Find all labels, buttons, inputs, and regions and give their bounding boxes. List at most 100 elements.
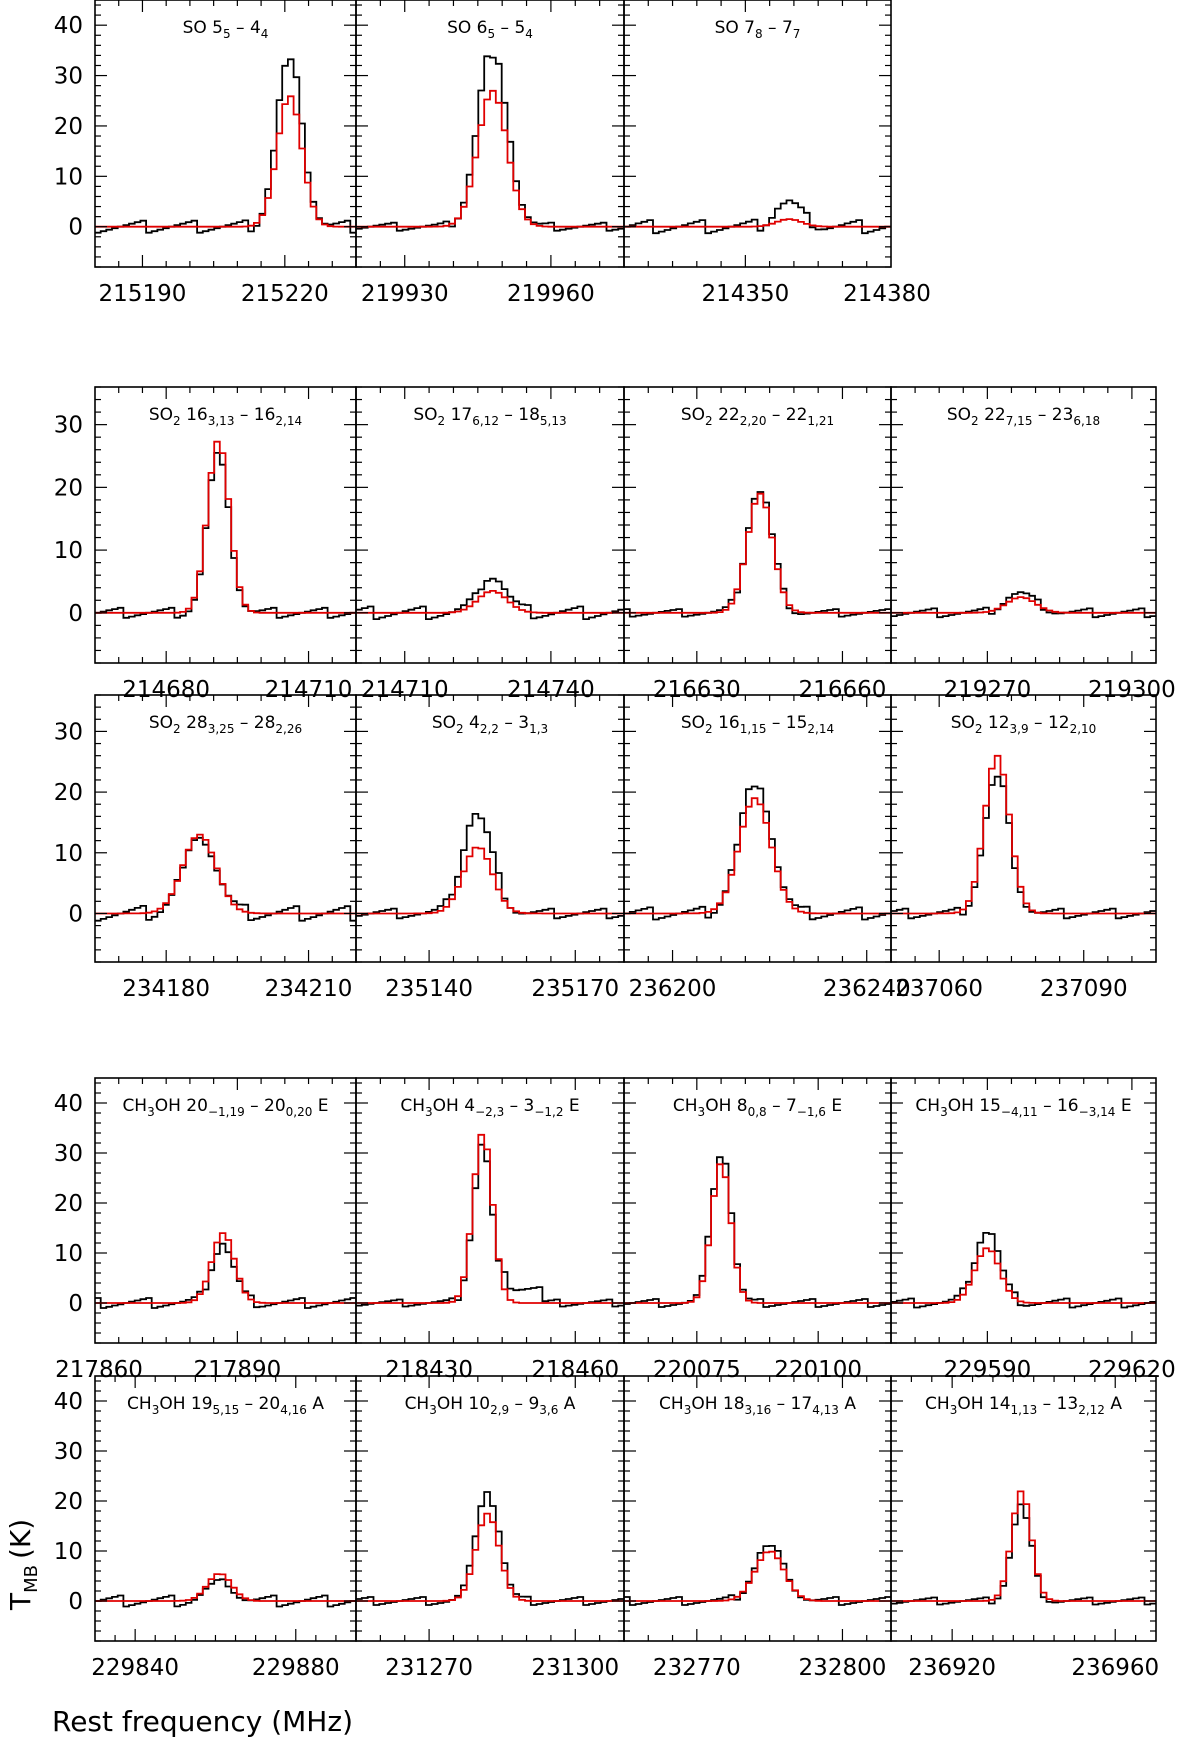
spectrum-panel: 236920 236960 CH3OH 141,13 – 132,12 A <box>890 1375 1159 1681</box>
y-axis-title: TMB(K) <box>4 1519 42 1611</box>
model-spectrum-line <box>95 95 356 228</box>
transition-label: CH3OH 80,8 – 7−1,6 E <box>673 1096 842 1119</box>
model-spectrum-line <box>624 492 891 614</box>
x-tick-label: 234180 <box>122 976 210 1002</box>
panel-frame <box>890 1077 1157 1344</box>
model-spectrum-line <box>891 596 1156 614</box>
y-tick-label: 30 <box>54 1439 83 1465</box>
x-tick-label: 231270 <box>385 1655 473 1681</box>
observed-spectrum-line <box>95 1242 356 1309</box>
x-tick-label: 231300 <box>531 1655 619 1681</box>
spectrum-panel: 234180 234210 0 10 20 30 SO2 283,25 – 282,26 <box>54 694 357 1002</box>
model-spectrum-line <box>356 590 624 614</box>
model-spectrum-line <box>95 1232 356 1304</box>
transition-label: SO2 227,15 – 236,18 <box>947 405 1100 428</box>
transition-label: CH3OH 102,9 – 93,6 A <box>405 1394 576 1417</box>
transition-label: CH3OH 195,15 – 204,16 A <box>127 1394 324 1417</box>
spectrum-panel: 229590 229620 CH3OH 15−4,11 – 16−3,14 E <box>890 1077 1176 1383</box>
y-tick-label: 30 <box>54 64 83 90</box>
y-tick-label: 10 <box>54 1539 83 1565</box>
y-tick-label: 40 <box>54 1091 83 1117</box>
y-tick-label: 0 <box>68 1589 83 1615</box>
x-tick-label: 236240 <box>823 976 911 1002</box>
observed-spectrum-line <box>624 491 891 618</box>
panel-frame <box>623 386 892 664</box>
y-tick-label: 40 <box>54 1389 83 1415</box>
y-tick-label: 30 <box>54 413 83 439</box>
x-tick-label: 219960 <box>507 281 595 307</box>
observed-spectrum-line <box>624 1156 891 1308</box>
x-tick-label: 217860 <box>55 1357 143 1383</box>
model-spectrum-line <box>891 1490 1156 1602</box>
x-tick-label: 236200 <box>629 976 717 1002</box>
y-tick-label: 10 <box>54 164 83 190</box>
y-tick-label: 40 <box>54 13 83 39</box>
model-spectrum-line <box>95 833 356 915</box>
x-tick-label: 229840 <box>91 1655 179 1681</box>
observed-spectrum-line <box>356 55 624 232</box>
x-tick-label: 229880 <box>252 1655 340 1681</box>
x-tick-label: 237090 <box>1040 976 1128 1002</box>
y-tick-label: 20 <box>54 114 83 140</box>
transition-label: SO 65 – 54 <box>447 18 533 41</box>
y-tick-label: 30 <box>54 1141 83 1167</box>
y-tick-label: 20 <box>54 1489 83 1515</box>
transition-label: CH3OH 183,16 – 174,13 A <box>659 1394 856 1417</box>
x-axis-title: Rest frequency (MHz) <box>52 1705 353 1738</box>
x-tick-label: 215220 <box>241 281 329 307</box>
x-tick-label: 214380 <box>843 281 931 307</box>
x-tick-label: 232800 <box>799 1655 887 1681</box>
x-tick-label: 236960 <box>1071 1655 1159 1681</box>
x-tick-label: 229620 <box>1088 1357 1176 1383</box>
transition-label: SO2 176,12 – 185,13 <box>413 405 566 428</box>
model-spectrum-line <box>356 1512 624 1602</box>
spectrum-panel: 217860 217890 0 10 20 30 40 CH3OH 20−1,19 – 200… <box>54 1077 357 1383</box>
spectrum-panel: 219930 219960 SO 65 – 54 <box>355 0 625 307</box>
panel-frame <box>623 0 892 268</box>
transition-label: CH3OH 141,13 – 132,12 A <box>925 1394 1122 1417</box>
model-spectrum-line <box>624 218 891 228</box>
transition-label: SO2 123,9 – 122,10 <box>951 713 1097 736</box>
panel-frame <box>890 386 1157 664</box>
y-tick-label: 10 <box>54 1241 83 1267</box>
transition-label: CH3OH 20−1,19 – 200,20 E <box>122 1096 328 1119</box>
y-tick-label: 10 <box>54 538 83 564</box>
x-tick-label: 234210 <box>265 976 353 1002</box>
x-tick-label: 235170 <box>531 976 619 1002</box>
panel-frame <box>355 386 625 664</box>
x-tick-label: 236920 <box>908 1655 996 1681</box>
transition-label: SO 78 – 77 <box>715 18 801 41</box>
y-tick-label: 0 <box>68 1291 83 1317</box>
spectrum-panel: 237060 237090 SO2 123,9 – 122,10 <box>890 694 1157 1002</box>
panel-frame <box>890 1375 1157 1642</box>
y-tick-label: 30 <box>54 719 83 745</box>
model-spectrum-line <box>95 1573 356 1602</box>
y-tick-label: 20 <box>54 1191 83 1217</box>
model-spectrum-line <box>356 846 624 915</box>
y-tick-label: 0 <box>68 901 83 927</box>
transition-label: SO 55 – 44 <box>183 18 269 41</box>
x-tick-label: 217890 <box>193 1357 281 1383</box>
observed-spectrum-line <box>891 1232 1156 1309</box>
y-tick-label: 0 <box>68 601 83 627</box>
model-spectrum-line <box>356 1133 624 1304</box>
spectrum-panel: 229840 229880 0 10 20 30 40 CH3OH 195,15 – 204,… <box>54 1375 357 1681</box>
x-tick-label: 219930 <box>361 281 449 307</box>
spectrum-panel: 231270 231300 CH3OH 102,9 – 93,6 A <box>355 1375 625 1681</box>
y-tick-label: 0 <box>68 215 83 241</box>
x-tick-label: 237060 <box>895 976 983 1002</box>
spectrum-panel: 232770 232800 CH3OH 183,16 – 174,13 A <box>623 1375 892 1681</box>
observed-spectrum-line <box>624 1545 891 1606</box>
panel-frame <box>94 386 357 664</box>
x-tick-label: 232770 <box>653 1655 741 1681</box>
y-tick-label: 10 <box>54 841 83 867</box>
model-spectrum-line <box>624 1163 891 1304</box>
model-spectrum-line <box>891 1247 1156 1304</box>
x-tick-label: 235140 <box>385 976 473 1002</box>
observed-spectrum-line <box>891 1503 1156 1606</box>
